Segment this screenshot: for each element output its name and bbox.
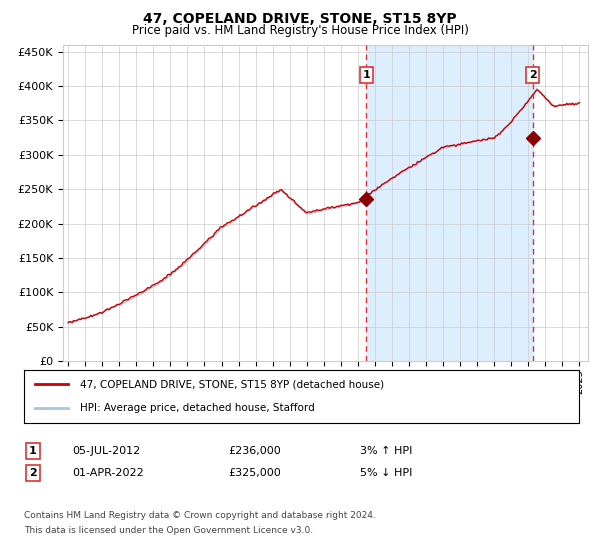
Text: Contains HM Land Registry data © Crown copyright and database right 2024.: Contains HM Land Registry data © Crown c… bbox=[24, 511, 376, 520]
Text: 05-JUL-2012: 05-JUL-2012 bbox=[72, 446, 140, 456]
Text: 47, COPELAND DRIVE, STONE, ST15 8YP: 47, COPELAND DRIVE, STONE, ST15 8YP bbox=[143, 12, 457, 26]
Text: 47, COPELAND DRIVE, STONE, ST15 8YP (detached house): 47, COPELAND DRIVE, STONE, ST15 8YP (det… bbox=[79, 380, 383, 390]
Text: 1: 1 bbox=[29, 446, 37, 456]
Text: 2: 2 bbox=[529, 70, 536, 80]
Text: 01-APR-2022: 01-APR-2022 bbox=[72, 468, 144, 478]
Text: £236,000: £236,000 bbox=[228, 446, 281, 456]
Text: HPI: Average price, detached house, Stafford: HPI: Average price, detached house, Staf… bbox=[79, 403, 314, 413]
Text: This data is licensed under the Open Government Licence v3.0.: This data is licensed under the Open Gov… bbox=[24, 526, 313, 535]
Text: 2: 2 bbox=[29, 468, 37, 478]
Text: 5% ↓ HPI: 5% ↓ HPI bbox=[360, 468, 412, 478]
Text: 1: 1 bbox=[362, 70, 370, 80]
Bar bbox=[367, 45, 533, 361]
Text: £325,000: £325,000 bbox=[228, 468, 281, 478]
Text: 3% ↑ HPI: 3% ↑ HPI bbox=[360, 446, 412, 456]
Text: Price paid vs. HM Land Registry's House Price Index (HPI): Price paid vs. HM Land Registry's House … bbox=[131, 24, 469, 37]
